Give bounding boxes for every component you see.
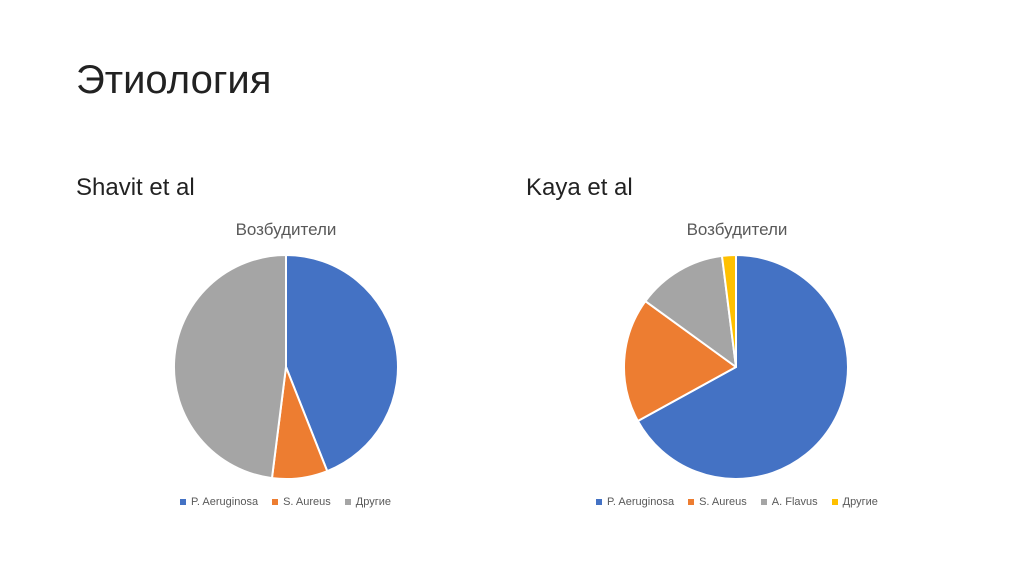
legend-label: P. Aeruginosa (191, 496, 259, 508)
pie-slice-s-aureus (623, 300, 737, 422)
legend-swatch (596, 499, 602, 505)
legend-item-s-aureus: S. Aureus (272, 496, 331, 508)
legend-swatch (831, 499, 838, 505)
legend-item-p-aeruginosa: P. Aeruginosa (180, 496, 258, 508)
left-pie-chart (173, 254, 399, 480)
right-chart-title: Возбудители (686, 220, 788, 239)
pie-slice-другие (173, 254, 287, 480)
legend-swatch (272, 499, 279, 505)
right-pie-chart (623, 253, 849, 480)
legend-label: S. Aureus (699, 496, 747, 508)
legend-label: A. Flavus (771, 496, 818, 508)
left-chart-heading: Shavit et al (76, 174, 195, 201)
right-chart-heading: Kaya et al (526, 174, 633, 201)
legend-label: S. Aureus (283, 496, 331, 508)
pie-slice-p-aeruginosa (636, 254, 849, 480)
legend-label: Другие (355, 496, 391, 508)
legend-item-другие: Другие (344, 496, 391, 508)
legend-item-s-aureus: S. Aureus (688, 496, 747, 508)
pie-slice-p-aeruginosa (285, 254, 399, 473)
legend-label: Другие (842, 496, 878, 508)
legend-item-другие: Другие (831, 496, 878, 508)
pie-slice-другие (720, 253, 737, 368)
left-chart-legend: P. Aeruginosa S. Aureus Другие (180, 494, 391, 510)
legend-swatch (180, 499, 186, 505)
legend-item-p-aeruginosa: P. Aeruginosa (596, 496, 674, 508)
legend-label: P. Aeruginosa (607, 496, 675, 508)
legend-swatch (688, 499, 695, 505)
pie-slice-a-flavus (644, 254, 737, 368)
legend-swatch (760, 499, 767, 505)
slide-title: Этиология (76, 58, 272, 102)
left-chart-title: Возбудители (235, 220, 337, 239)
legend-swatch (344, 499, 351, 505)
right-chart-legend: P. Aeruginosa S. Aureus A. Flavus Другие (596, 494, 878, 510)
legend-item-a-flavus: A. Flavus (760, 496, 818, 508)
